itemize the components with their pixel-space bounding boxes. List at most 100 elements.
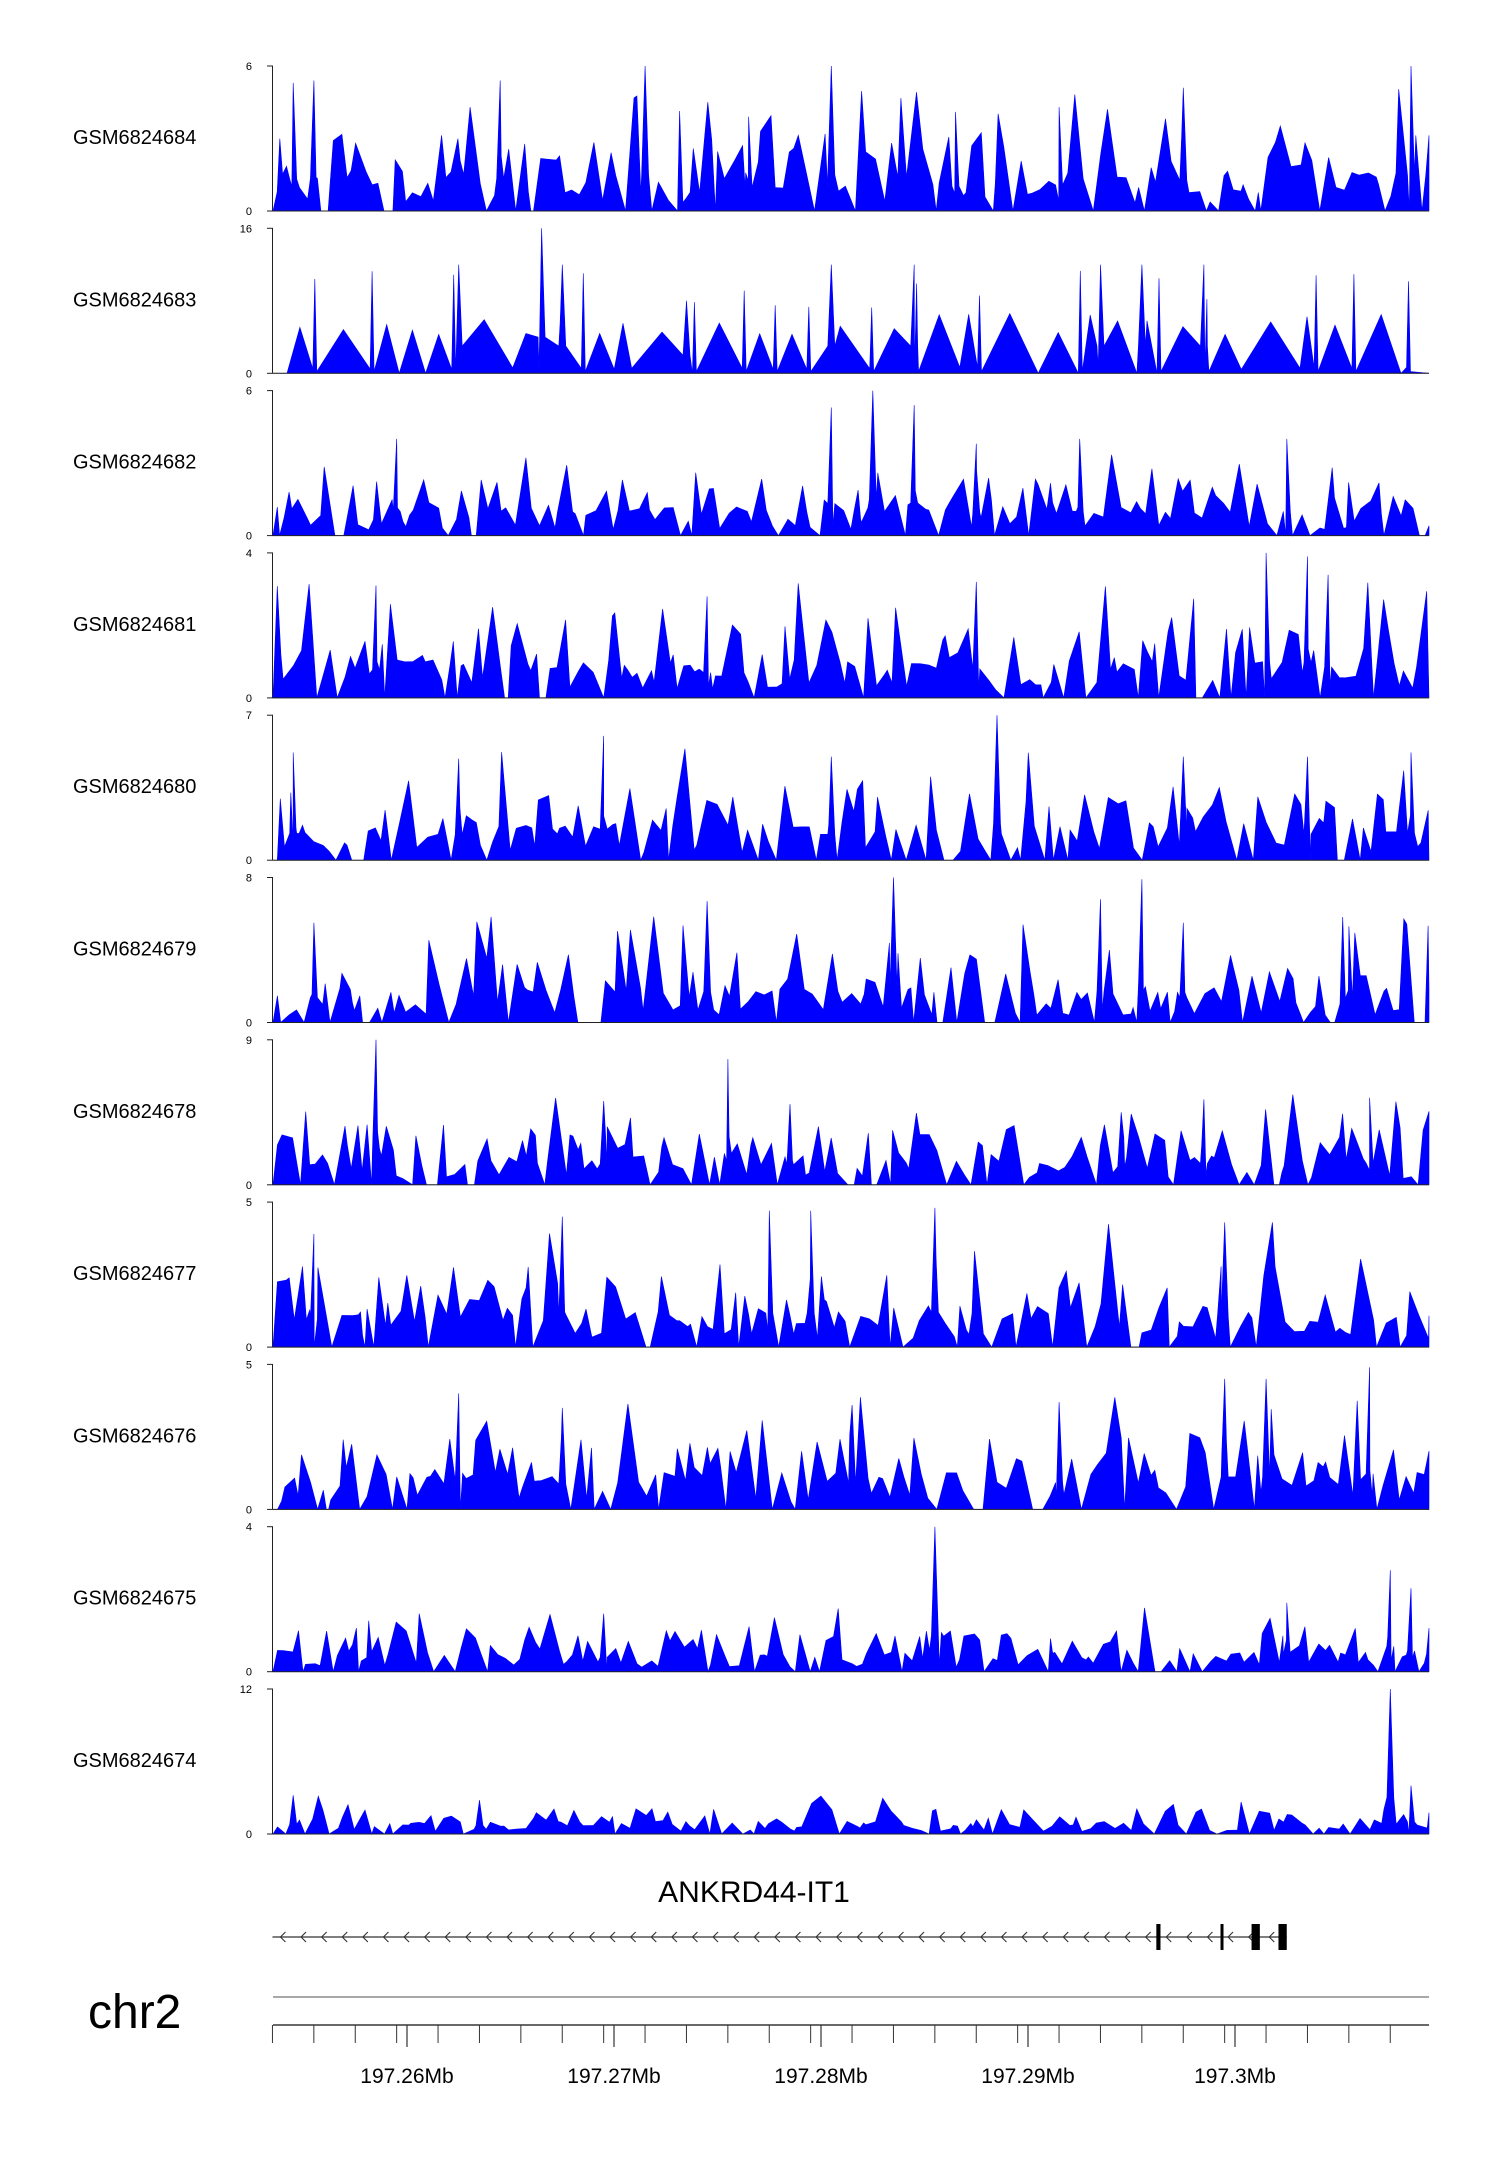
coverage-area: [272, 65, 1430, 212]
ymin-label: 0: [246, 855, 252, 867]
tick-label: 197.29Mb: [981, 2065, 1074, 2088]
track-GSM6824678: GSM6824678 9 0: [73, 1035, 1430, 1192]
strand-arrow: [1021, 1931, 1028, 1943]
strand-arrow: [1144, 1931, 1152, 1943]
ymax-label: 12: [240, 1684, 252, 1696]
strand-arrow: [897, 1931, 904, 1943]
strand-arrow: [362, 1931, 369, 1943]
track-GSM6824676: GSM6824676 5 0: [73, 1359, 1430, 1516]
ymax-label: 6: [246, 61, 252, 73]
coverage-area: [273, 1367, 1430, 1511]
coverage-area: [272, 877, 1430, 1024]
ymax-label: 4: [246, 1522, 252, 1534]
strand-arrow: [959, 1931, 966, 1943]
strand-arrow: [856, 1931, 863, 1943]
track-label: GSM6824683: [73, 289, 196, 311]
ymax-label: 5: [246, 1197, 252, 1209]
track-GSM6824683: GSM6824683 16 0: [73, 223, 1430, 380]
strand-arrow: [341, 1931, 348, 1943]
ymin-label: 0: [246, 1018, 252, 1030]
ymax-label: 9: [246, 1035, 252, 1047]
track-GSM6824681: GSM6824681 4 0: [73, 548, 1430, 705]
track-GSM6824682: GSM6824682 6 0: [73, 386, 1430, 543]
coverage-area: [272, 1526, 1430, 1673]
track-label: GSM6824677: [73, 1263, 196, 1285]
strand-arrow: [320, 1931, 328, 1943]
strand-arrow: [918, 1931, 925, 1943]
strand-arrow: [506, 1931, 513, 1943]
tick-label: 197.28Mb: [774, 2065, 867, 2088]
ymax-label: 7: [246, 710, 252, 722]
ymin-label: 0: [246, 693, 252, 705]
strand-arrow: [526, 1931, 534, 1943]
strand-arrow: [753, 1931, 760, 1943]
strand-arrow: [938, 1931, 946, 1943]
track-GSM6824679: GSM6824679 8 0: [73, 873, 1430, 1030]
track-label: GSM6824676: [73, 1425, 196, 1447]
exon: [1251, 1924, 1260, 1950]
coverage-area: [272, 1688, 1430, 1836]
genome-axis: chr2 197.26Mb 197.27Mb 197.28Mb 197.29Mb 197…: [88, 1986, 1429, 2088]
strand-arrow: [588, 1931, 595, 1943]
strand-arrow: [712, 1931, 719, 1943]
strand-arrow: [691, 1931, 698, 1943]
strand-arrow: [1165, 1931, 1172, 1943]
gene-model: [272, 1924, 1287, 1950]
track-label: GSM6824678: [73, 1101, 196, 1123]
ymax-label: 4: [246, 548, 252, 560]
strand-arrow: [1124, 1931, 1131, 1943]
track-GSM6824677: GSM6824677 5 0: [73, 1197, 1430, 1354]
strand-arrow: [1268, 1931, 1275, 1943]
coverage-area: [272, 1207, 1430, 1349]
exon: [1156, 1924, 1161, 1950]
strand-arrow: [1041, 1931, 1049, 1943]
gene-label: ANKRD44-IT1: [658, 1876, 850, 1909]
tick-label: 197.3Mb: [1194, 2065, 1276, 2088]
strand-arrow: [629, 1931, 637, 1943]
track-label: GSM6824682: [73, 452, 196, 474]
coverage-area: [272, 1039, 1430, 1186]
strand-arrow: [671, 1931, 678, 1943]
coverage-area: [273, 715, 1430, 862]
strand-arrow: [300, 1931, 307, 1943]
strand-arrow: [1186, 1931, 1193, 1943]
ymin-label: 0: [246, 1342, 252, 1354]
ymax-label: 8: [246, 873, 252, 885]
strand-arrow: [650, 1931, 657, 1943]
ymin-label: 0: [246, 1180, 252, 1192]
exon: [1278, 1924, 1287, 1950]
strand-arrow: [382, 1931, 389, 1943]
strand-arrow: [1227, 1931, 1234, 1943]
strand-arrow: [1062, 1931, 1069, 1943]
strand-arrow: [444, 1931, 451, 1943]
strand-arrow: [732, 1931, 740, 1943]
ymin-label: 0: [246, 1829, 252, 1841]
strand-arrow: [423, 1931, 431, 1943]
strand-arrow: [980, 1931, 987, 1943]
ymax-label: 16: [240, 223, 252, 235]
strand-arrow: [1000, 1931, 1007, 1943]
track-label: GSM6824681: [73, 614, 196, 636]
tick-label: 197.26Mb: [360, 2065, 453, 2088]
strand-arrow: [794, 1931, 801, 1943]
ymin-label: 0: [246, 1667, 252, 1679]
track-label: GSM6824680: [73, 776, 196, 798]
strand-arrow: [403, 1931, 410, 1943]
strand-arrow: [774, 1931, 781, 1943]
strand-arrow: [279, 1931, 286, 1943]
coverage-area: [272, 552, 1430, 700]
strand-arrow: [1083, 1931, 1090, 1943]
tick-label: 197.27Mb: [567, 2065, 660, 2088]
track-label: GSM6824684: [73, 127, 196, 149]
signal-tracks: GSM682468460GSM6824683160GSM682468260GSM…: [73, 61, 1430, 1841]
strand-arrow: [485, 1931, 492, 1943]
strand-arrow: [877, 1931, 884, 1943]
gene-track: ANKRD44-IT1: [272, 1876, 1287, 1950]
ymax-label: 5: [246, 1359, 252, 1371]
track-label: GSM6824675: [73, 1588, 196, 1610]
track-label: GSM6824679: [73, 939, 196, 961]
ymax-label: 6: [246, 386, 252, 398]
strand-arrow: [1103, 1931, 1110, 1943]
strand-arrow: [1206, 1931, 1213, 1943]
